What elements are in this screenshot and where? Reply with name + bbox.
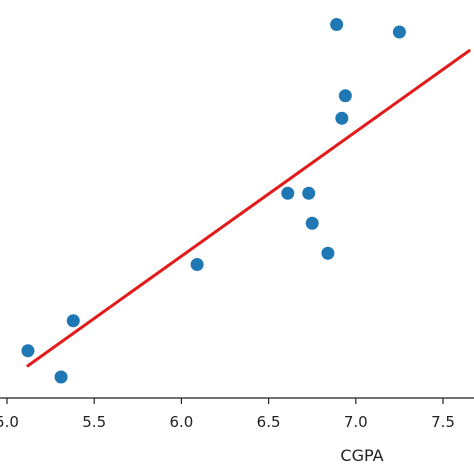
data-point xyxy=(21,344,35,358)
data-point xyxy=(302,186,316,200)
x-axis-label: CGPA xyxy=(340,446,383,465)
x-tick-label: 5.0 xyxy=(0,413,19,431)
x-tick-label: 6.0 xyxy=(169,413,193,431)
x-tick-label: 7.5 xyxy=(431,413,455,431)
data-point xyxy=(281,186,295,200)
x-ticks: 5.0 5.5 6.0 6.5 7.0 7.5 xyxy=(0,398,455,431)
data-point xyxy=(338,89,352,103)
x-tick-label: 7.0 xyxy=(344,413,368,431)
data-point xyxy=(66,314,80,328)
data-point xyxy=(330,18,344,31)
data-points xyxy=(21,18,406,384)
data-point xyxy=(335,111,349,125)
x-tick-label: 5.5 xyxy=(82,413,106,431)
data-point xyxy=(305,216,319,230)
data-point xyxy=(54,370,68,384)
regression-line-group xyxy=(26,49,471,368)
data-point xyxy=(321,246,335,260)
x-tick-label: 6.5 xyxy=(257,413,281,431)
regression-line xyxy=(26,49,471,368)
data-point xyxy=(392,25,406,39)
data-point xyxy=(190,258,204,271)
